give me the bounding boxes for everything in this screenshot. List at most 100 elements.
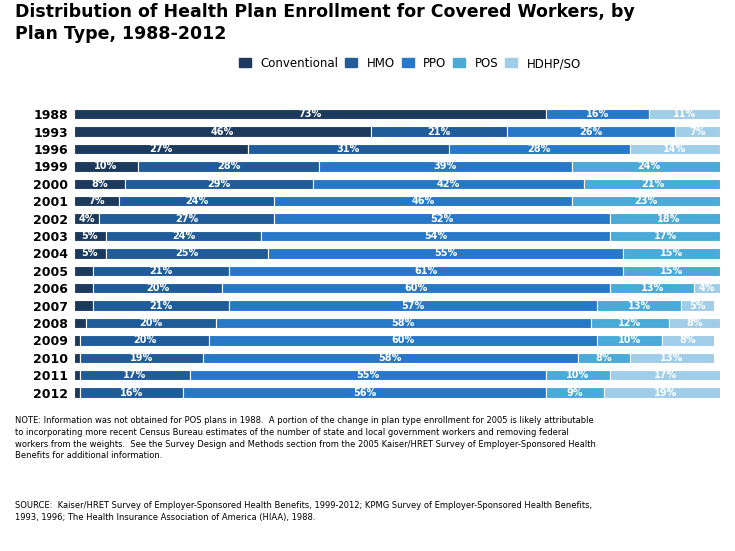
Bar [222,283,610,294]
Text: 10%: 10% [567,370,589,380]
Text: 28%: 28% [528,144,551,154]
Text: 26%: 26% [579,127,603,137]
Text: 15%: 15% [660,249,684,258]
Bar [74,370,80,381]
Bar [93,300,229,311]
Text: 4%: 4% [699,283,716,293]
Text: 39%: 39% [434,161,457,171]
Text: 19%: 19% [130,353,153,363]
Text: 5%: 5% [82,231,98,241]
Text: 8%: 8% [595,353,612,363]
Bar [695,283,720,294]
Text: 56%: 56% [353,388,376,398]
Text: 11%: 11% [673,109,696,119]
Text: 4%: 4% [78,214,95,224]
Text: 54%: 54% [424,231,448,241]
Text: 52%: 52% [431,214,453,224]
Text: 15%: 15% [660,266,684,276]
Bar [209,335,598,345]
Text: 5%: 5% [82,249,98,258]
Text: 8%: 8% [686,318,703,328]
Bar [74,231,106,241]
Bar [138,161,319,172]
Bar [630,353,714,363]
Text: 31%: 31% [337,144,360,154]
Bar [630,144,720,154]
Bar [74,300,93,311]
Bar [248,144,448,154]
Bar [80,387,184,398]
Text: 73%: 73% [298,109,321,119]
Bar [229,266,623,276]
Bar [74,161,138,172]
Text: 25%: 25% [175,249,198,258]
Bar [229,300,598,311]
Bar [681,300,714,311]
Bar [675,126,720,137]
Bar [448,144,630,154]
Bar [106,231,261,241]
Bar [610,213,727,224]
Text: Distribution of Health Plan Enrollment for Covered Workers, by
Plan Type, 1988-2: Distribution of Health Plan Enrollment f… [15,3,634,43]
Bar [313,179,584,189]
Text: 21%: 21% [149,266,173,276]
Text: 12%: 12% [618,318,642,328]
Bar [610,231,720,241]
Bar [604,387,727,398]
Text: 13%: 13% [628,301,651,311]
Bar [74,266,93,276]
Text: 21%: 21% [427,127,451,137]
Text: 27%: 27% [175,214,198,224]
Bar [74,179,125,189]
Bar [591,318,669,328]
Bar [216,318,591,328]
Bar [74,109,545,120]
Text: NOTE: Information was not obtained for POS plans in 1988.  A portion of the chan: NOTE: Information was not obtained for P… [15,416,595,461]
Bar [268,249,623,258]
Bar [545,109,649,120]
Text: 42%: 42% [437,179,460,189]
Text: 16%: 16% [120,388,143,398]
Text: 9%: 9% [567,388,583,398]
Text: 24%: 24% [184,196,208,206]
Text: FOUNDATION: FOUNDATION [617,530,680,538]
Text: 46%: 46% [211,127,234,137]
Text: 60%: 60% [392,336,415,345]
Bar [74,213,99,224]
Text: 10%: 10% [618,336,642,345]
Bar [623,266,720,276]
Bar [106,249,268,258]
Bar [80,335,209,345]
Text: 21%: 21% [641,179,664,189]
Bar [80,370,190,381]
Text: 16%: 16% [586,109,609,119]
Bar [261,231,610,241]
Text: THE HENRY J.: THE HENRY J. [623,484,675,490]
Bar [545,387,604,398]
Bar [74,318,87,328]
Text: 20%: 20% [146,283,169,293]
Text: 13%: 13% [641,283,664,293]
Text: 14%: 14% [664,144,686,154]
Text: 5%: 5% [689,301,706,311]
Bar [74,126,371,137]
Text: 18%: 18% [657,214,681,224]
Bar [371,126,507,137]
Text: 7%: 7% [689,127,706,137]
Bar [203,353,578,363]
Text: 58%: 58% [392,318,415,328]
Bar [74,335,80,345]
Bar [274,196,572,207]
Bar [99,213,274,224]
Text: 13%: 13% [660,353,684,363]
Bar [545,370,610,381]
Legend: Conventional, HMO, PPO, POS, HDHP/SO: Conventional, HMO, PPO, POS, HDHP/SO [239,57,581,70]
Bar [93,283,222,294]
Text: 29%: 29% [207,179,231,189]
Bar [74,387,80,398]
Bar [623,249,720,258]
Text: 8%: 8% [91,179,108,189]
Bar [119,196,274,207]
Text: 7%: 7% [88,196,104,206]
Bar [274,213,610,224]
